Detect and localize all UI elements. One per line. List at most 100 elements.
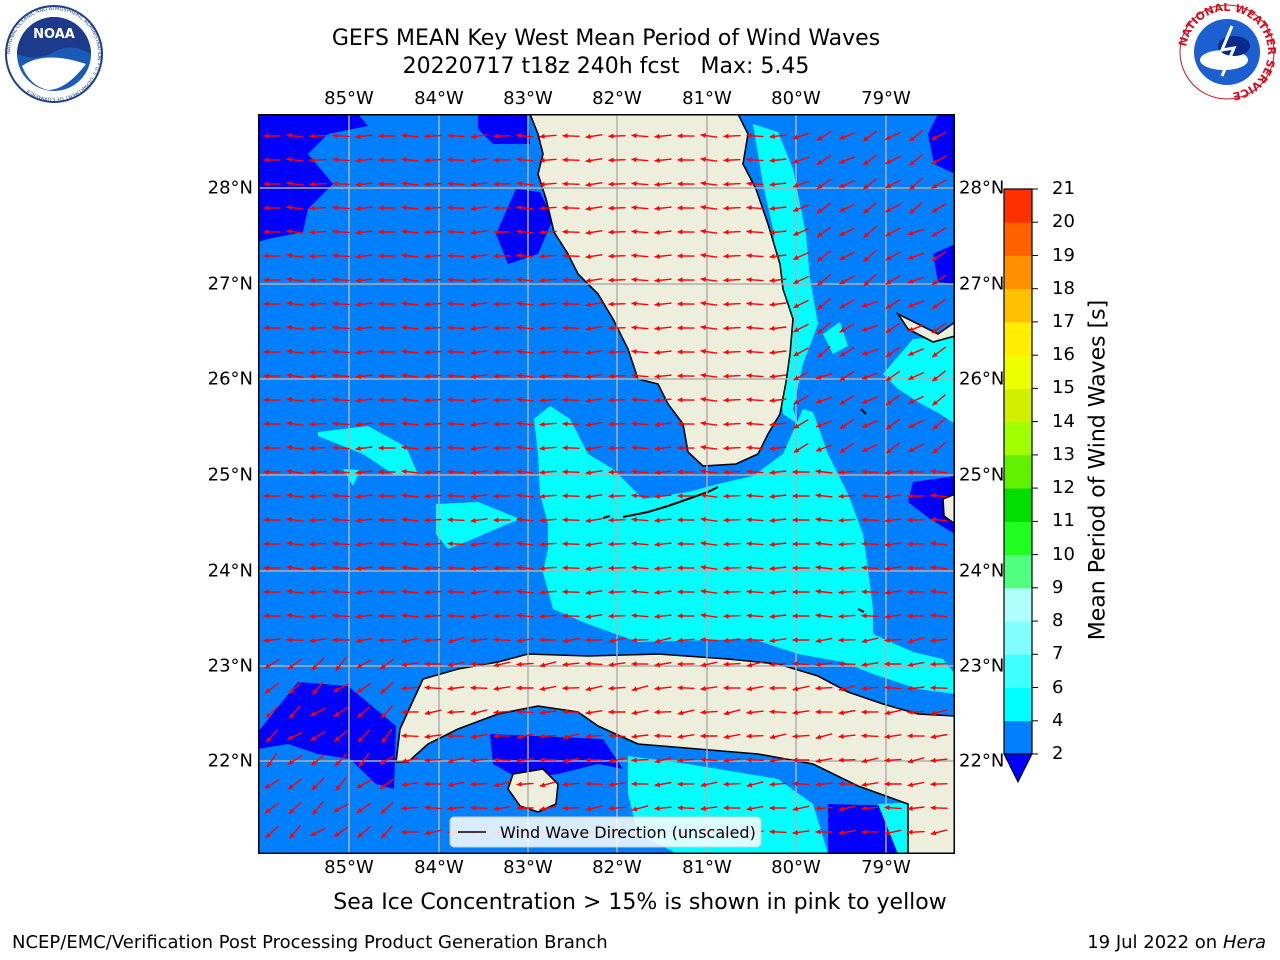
- wind-arrow-head: [885, 207, 892, 212]
- wind-arrow-head: [793, 255, 799, 260]
- wind-arrow-head: [884, 517, 890, 524]
- wind-arrow-head: [700, 420, 706, 427]
- wind-arrow-head: [585, 542, 591, 548]
- wind-arrow-head: [264, 663, 271, 669]
- wind-arrow-head: [470, 373, 476, 380]
- wind-arrow-head: [332, 421, 338, 427]
- wind-arrow-head: [677, 421, 683, 427]
- wind-arrow-head: [516, 613, 522, 619]
- wind-arrow-head: [815, 734, 822, 740]
- wind-arrow-head: [267, 761, 273, 767]
- wind-arrow-head: [516, 325, 522, 331]
- wind-arrow-head: [378, 373, 384, 379]
- wind-arrow-head: [930, 661, 936, 667]
- wind-arrow-head: [493, 253, 499, 259]
- wind-arrow-head: [356, 783, 363, 789]
- wind-arrow-head: [907, 541, 913, 547]
- wind-arrow-head: [493, 757, 499, 763]
- wind-arrow-head: [378, 301, 384, 307]
- wind-arrow-head: [840, 447, 846, 453]
- wind-arrow-head: [907, 782, 914, 788]
- lon-tick-top: 79°W: [861, 88, 911, 109]
- wind-arrow-head: [585, 781, 591, 787]
- wind-arrow-head: [907, 613, 913, 619]
- lon-tick-bottom: 79°W: [861, 857, 911, 878]
- wind-arrow-head: [769, 421, 775, 427]
- wind-arrow-head: [447, 805, 453, 811]
- wind-arrow-head: [357, 832, 364, 838]
- wind-arrow-head: [380, 808, 387, 814]
- wind-arrow-head: [357, 712, 364, 718]
- wind-arrow-head: [677, 445, 683, 451]
- wind-arrow-head: [931, 231, 938, 237]
- wind-arrow-head: [493, 493, 499, 499]
- wind-arrow-head: [312, 809, 318, 815]
- wind-arrow-head: [516, 445, 522, 451]
- wind-arrow-head: [631, 637, 637, 643]
- wind-arrow-head: [355, 277, 361, 283]
- wind-arrow-head: [378, 349, 384, 355]
- colorbar-tick-label: 11: [1052, 510, 1075, 532]
- wind-arrow-head: [654, 589, 660, 595]
- wind-arrow-head: [286, 156, 292, 163]
- wind-arrow-head: [286, 300, 292, 307]
- wind-arrow-head: [585, 326, 591, 332]
- wind-arrow-head: [516, 661, 522, 667]
- wind-arrow-head: [746, 253, 752, 259]
- wind-arrow-head: [863, 256, 870, 262]
- wind-arrow-head: [723, 133, 729, 139]
- wind-arrow-head: [286, 468, 292, 475]
- wind-arrow-head: [382, 737, 387, 743]
- wind-arrow-head: [378, 493, 384, 499]
- wind-arrow-head: [401, 638, 408, 644]
- wind-arrow-head: [677, 541, 683, 547]
- wind-arrow-head: [286, 492, 292, 499]
- wind-arrow-head: [332, 325, 338, 331]
- wind-arrow-head: [631, 277, 637, 283]
- colorbar-tick-label: 2: [1052, 743, 1064, 764]
- wind-arrow-head: [332, 445, 338, 451]
- wind-arrow-head: [931, 207, 938, 213]
- lon-tick-top: 82°W: [592, 88, 642, 109]
- wind-arrow-head: [447, 277, 453, 283]
- florida-keys: [602, 408, 867, 613]
- wind-arrow-head: [263, 613, 269, 619]
- wind-arrow-head: [654, 517, 660, 523]
- wind-arrow-head: [378, 517, 384, 523]
- wind-arrow-head: [885, 303, 892, 309]
- wind-arrow-head: [815, 541, 821, 547]
- wind-arrow-head: [907, 469, 913, 475]
- wind-arrow-head: [677, 349, 683, 355]
- wind-arrow-head: [288, 688, 295, 694]
- wind-arrow-head: [930, 589, 936, 595]
- wind-arrow-head: [908, 326, 914, 332]
- wind-arrow-head: [932, 279, 938, 285]
- wind-arrow-head: [793, 134, 799, 140]
- colorbar-band: [1004, 321, 1032, 356]
- wind-arrow-head: [608, 205, 614, 211]
- wind-arrow-head: [333, 687, 340, 692]
- wind-arrow-head: [839, 231, 845, 236]
- wind-arrow-head: [608, 397, 614, 403]
- wind-arrow-head: [792, 493, 798, 499]
- lon-tick-bottom: 80°W: [771, 857, 821, 878]
- wind-arrow-head: [746, 733, 752, 739]
- wind-arrow-head: [516, 805, 522, 811]
- colorbar-tick-label: 13: [1052, 443, 1075, 465]
- map-frame: [258, 114, 955, 854]
- wind-arrow-head: [908, 447, 915, 452]
- wind-arrow-head: [401, 613, 407, 619]
- wind-arrow-head: [654, 157, 660, 163]
- wind-arrow-head: [493, 637, 499, 643]
- wind-arrow-head: [839, 207, 845, 212]
- wind-arrow-head: [885, 279, 892, 285]
- wind-arrow-head: [631, 493, 637, 499]
- wind-arrow-head: [309, 349, 315, 355]
- wind-arrow-head: [723, 349, 729, 355]
- colorbar-band: [1004, 454, 1032, 489]
- wind-arrow-head: [470, 469, 476, 476]
- wind-arrow-head: [838, 565, 844, 571]
- wind-arrow-head: [769, 445, 775, 451]
- wind-arrow-head: [608, 781, 614, 788]
- wind-arrow-head: [723, 493, 729, 499]
